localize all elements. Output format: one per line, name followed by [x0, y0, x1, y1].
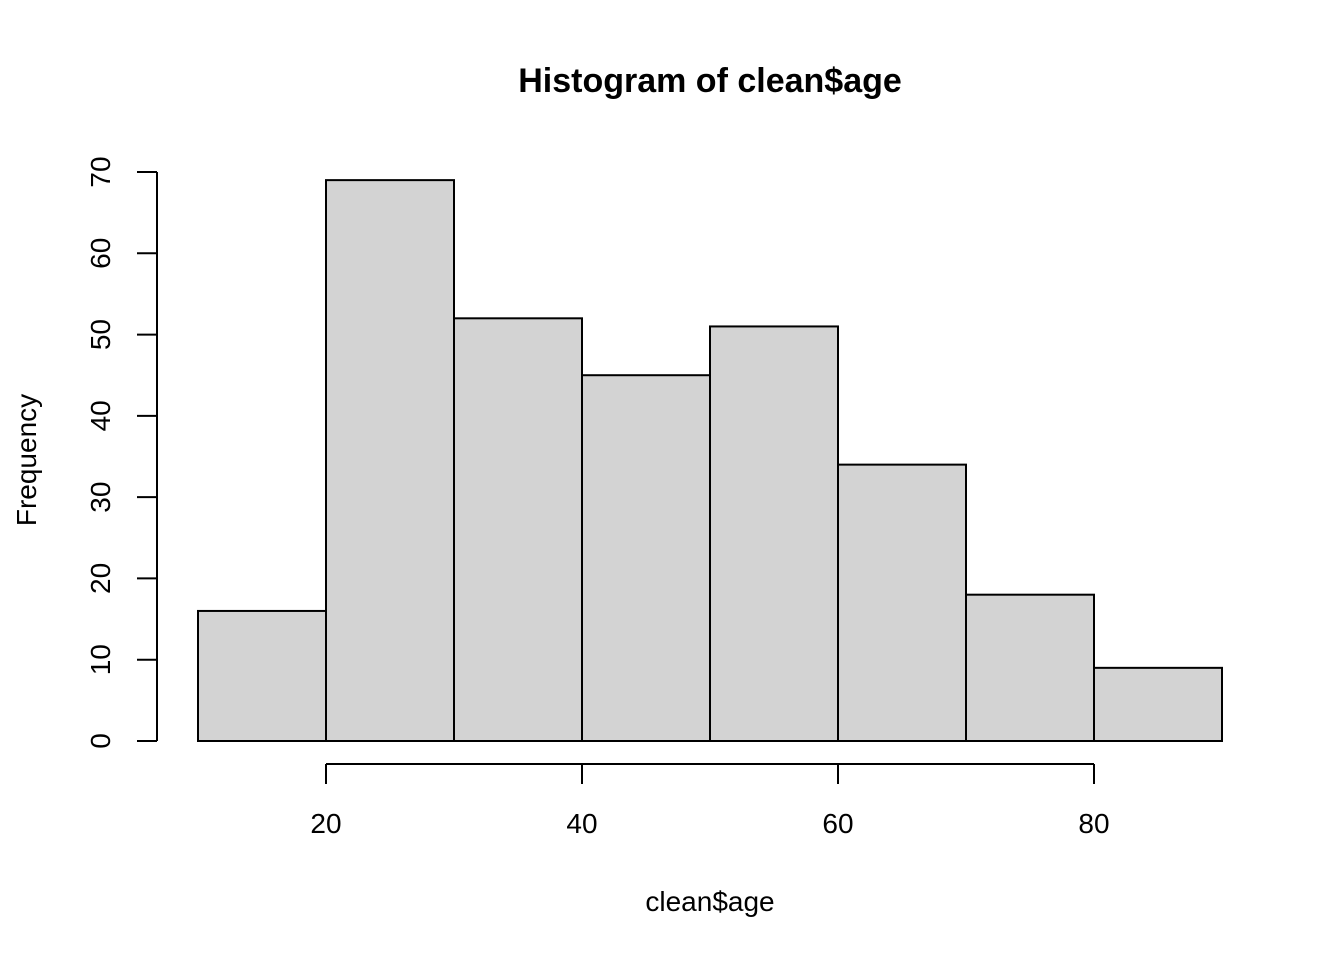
bars-group	[197, 179, 1223, 743]
histogram-bar-8	[1093, 666, 1223, 742]
y-tick-label: 60	[85, 238, 116, 269]
histogram-bar-5	[709, 325, 839, 742]
y-axis: 0 10 20 30 40 50 60 70	[85, 156, 158, 749]
x-tick-label: 60	[822, 808, 853, 839]
y-tick-label: 50	[85, 319, 116, 350]
x-tick-label: 80	[1078, 808, 1109, 839]
y-tick-label: 10	[85, 644, 116, 675]
y-tick-label: 30	[85, 482, 116, 513]
histogram-bar-2	[325, 179, 455, 742]
chart-title: Histogram of clean$age	[518, 62, 902, 100]
y-tick-label: 20	[85, 563, 116, 594]
histogram-bar-3	[453, 317, 583, 742]
x-tick-label: 40	[566, 808, 597, 839]
y-axis-label: Frequency	[11, 394, 42, 526]
y-tick-label: 70	[85, 156, 116, 187]
histogram-bar-6	[837, 463, 967, 742]
x-tick-label: 20	[310, 808, 341, 839]
y-tick-label: 0	[85, 733, 116, 749]
y-tick-label: 40	[85, 400, 116, 431]
histogram-bar-7	[965, 593, 1095, 743]
histogram-bar-1	[197, 609, 327, 743]
histogram-bar-4	[581, 374, 711, 742]
x-axis-label: clean$age	[645, 886, 774, 917]
x-axis: 20 40 60 80	[310, 763, 1110, 839]
